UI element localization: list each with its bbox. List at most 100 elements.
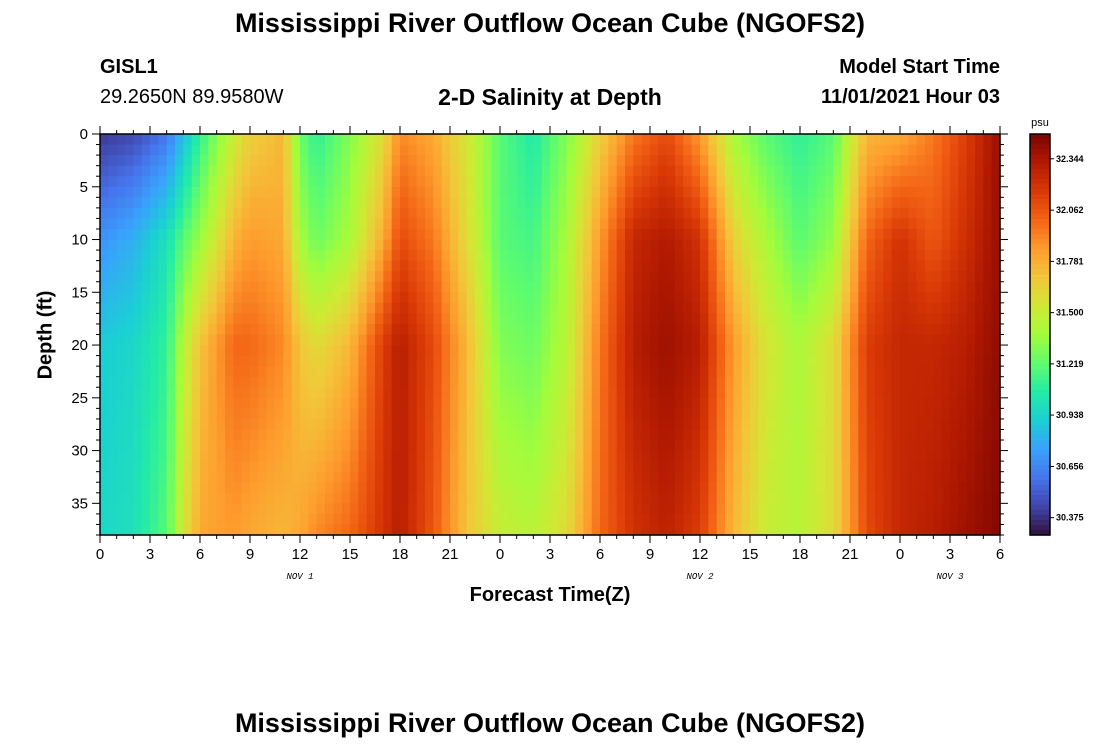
- heatmap-cell: [875, 207, 884, 220]
- heatmap-cell: [391, 376, 401, 388]
- heatmap-cell: [141, 334, 151, 346]
- heatmap-cell: [466, 239, 476, 251]
- heatmap-cell: [975, 250, 984, 262]
- heatmap-cell: [941, 376, 951, 388]
- heatmap-cell: [175, 176, 184, 188]
- heatmap-cell: [225, 228, 234, 241]
- heatmap-cell: [650, 260, 659, 272]
- heatmap-cell: [100, 218, 109, 230]
- heatmap-cell: [875, 366, 884, 378]
- heatmap-cell: [608, 134, 618, 146]
- heatmap-cell: [258, 440, 268, 452]
- heatmap-cell: [175, 228, 184, 241]
- heatmap-cell: [241, 228, 251, 241]
- heatmap-cell: [183, 155, 193, 167]
- heatmap-cell: [633, 281, 643, 293]
- heatmap-cell: [725, 471, 734, 483]
- heatmap-cell: [675, 376, 684, 388]
- heatmap-cell: [841, 440, 851, 452]
- heatmap-cell: [691, 176, 701, 188]
- heatmap-cell: [875, 482, 884, 494]
- heatmap-cell: [883, 450, 893, 462]
- heatmap-cell: [675, 387, 684, 399]
- heatmap-cell: [325, 387, 334, 399]
- heatmap-cell: [950, 492, 959, 504]
- heatmap-cell: [683, 218, 693, 230]
- heatmap-cell: [458, 176, 468, 188]
- heatmap-cell: [366, 323, 376, 336]
- heatmap-cell: [208, 260, 218, 272]
- heatmap-cell: [391, 366, 401, 378]
- heatmap-cell: [875, 387, 884, 399]
- heatmap-cell: [525, 250, 534, 262]
- heatmap-cell: [433, 134, 443, 146]
- heatmap-cell: [283, 186, 293, 198]
- heatmap-cell: [325, 250, 334, 262]
- heatmap-cell: [291, 323, 301, 336]
- heatmap-cell: [483, 218, 493, 230]
- heatmap-cell: [508, 345, 518, 357]
- heatmap-cell: [816, 387, 826, 399]
- heatmap-cell: [375, 492, 384, 504]
- heatmap-cell: [808, 503, 818, 515]
- heatmap-cell: [333, 302, 343, 314]
- heatmap-cell: [591, 524, 601, 536]
- heatmap-cell: [800, 207, 809, 220]
- heatmap-cell: [341, 471, 351, 483]
- heatmap-cell: [866, 513, 876, 526]
- heatmap-cell: [975, 155, 984, 167]
- heatmap-cell: [633, 440, 643, 452]
- heatmap-cell: [466, 440, 476, 452]
- heatmap-cell: [725, 302, 734, 314]
- heatmap-cell: [358, 450, 368, 462]
- heatmap-cell: [325, 165, 334, 177]
- heatmap-cell: [408, 218, 418, 230]
- heatmap-cell: [875, 144, 884, 156]
- heatmap-cell: [466, 186, 476, 198]
- heatmap-cell: [433, 176, 443, 188]
- heatmap-cell: [800, 176, 809, 188]
- heatmap-cell: [650, 292, 659, 304]
- heatmap-cell: [550, 313, 559, 325]
- heatmap-cell: [683, 271, 693, 283]
- heatmap-cell: [483, 323, 493, 336]
- heatmap-cell: [675, 323, 684, 336]
- heatmap-cell: [641, 228, 651, 241]
- heatmap-cell: [108, 376, 118, 388]
- heatmap-cell: [791, 144, 801, 156]
- heatmap-cell: [841, 524, 851, 536]
- heatmap-cell: [475, 186, 484, 198]
- heatmap-cell: [975, 429, 984, 441]
- heatmap-cell: [683, 197, 693, 209]
- heatmap-cell: [600, 492, 609, 504]
- heatmap-cell: [958, 323, 968, 336]
- heatmap-cell: [683, 440, 693, 452]
- heatmap-cell: [425, 271, 434, 283]
- heatmap-cell: [941, 260, 951, 272]
- heatmap-cell: [383, 492, 393, 504]
- heatmap-cell: [308, 186, 318, 198]
- heatmap-cell: [883, 260, 893, 272]
- heatmap-cell: [775, 271, 784, 283]
- heatmap-cell: [833, 492, 843, 504]
- heatmap-cell: [858, 218, 868, 230]
- heatmap-cell: [516, 366, 526, 378]
- heatmap-cell: [575, 186, 584, 198]
- heatmap-cell: [508, 292, 518, 304]
- heatmap-cell: [191, 471, 201, 483]
- heatmap-cell: [550, 461, 559, 473]
- heatmap-cell: [450, 176, 459, 188]
- heatmap-cell: [641, 503, 651, 515]
- heatmap-cell: [350, 387, 359, 399]
- heatmap-cell: [508, 450, 518, 462]
- heatmap-cell: [850, 218, 859, 230]
- heatmap-cell: [700, 313, 709, 325]
- heatmap-cell: [525, 492, 534, 504]
- heatmap-cell: [325, 450, 334, 462]
- heatmap-cell: [158, 292, 168, 304]
- heatmap-cell: [933, 461, 943, 473]
- heatmap-cell: [983, 292, 993, 304]
- heatmap-cell: [816, 376, 826, 388]
- heatmap-cell: [541, 492, 551, 504]
- heatmap-cell: [500, 281, 509, 293]
